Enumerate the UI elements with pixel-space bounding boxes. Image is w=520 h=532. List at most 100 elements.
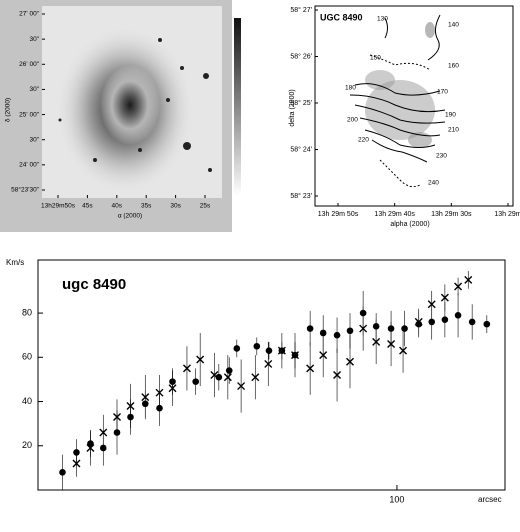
point — [182, 364, 191, 373]
x-tick-label: 13h 29m 50s — [318, 211, 359, 218]
y-tick-label: 58° 26' — [290, 52, 312, 60]
point — [99, 428, 108, 437]
y-tick-label: 30" — [29, 36, 39, 43]
point — [427, 300, 436, 309]
point — [210, 371, 219, 379]
contour-label: 190 — [445, 112, 456, 119]
y-tick-label: 58° 25' — [290, 99, 312, 107]
y-tick-label: 27' 00" — [19, 11, 40, 18]
stars — [58, 38, 212, 172]
y-tick-label: 80 — [22, 307, 32, 317]
point — [168, 384, 177, 393]
point — [319, 351, 328, 360]
y-axis-label: delta (2000) — [289, 89, 296, 126]
point — [59, 469, 66, 476]
y-tick-label: 58°23'30" — [11, 186, 40, 194]
y-tick-label: 24' 00" — [19, 162, 40, 169]
point — [113, 413, 122, 422]
x-tick-label: 13h 29m 30s — [431, 211, 472, 218]
point — [192, 378, 199, 385]
point — [277, 346, 286, 355]
plot-frame — [37, 259, 506, 491]
point — [223, 373, 232, 382]
point — [428, 318, 436, 326]
y-tick-label: 58° 27' — [290, 6, 312, 14]
y-tick-label: 58° 24' — [290, 145, 312, 153]
point — [306, 364, 315, 373]
x-tick-label: 13h 29m 40s — [374, 211, 415, 218]
point — [233, 345, 241, 352]
contour-label: 130 — [377, 16, 388, 23]
x-tick-label: 25s — [200, 203, 211, 210]
y-tick-label: 58° 23' — [290, 192, 312, 200]
x-axis-label: arcsec — [478, 495, 502, 504]
x-tick-label: 45s — [82, 203, 93, 210]
contour-label: 200 — [347, 117, 358, 124]
point — [155, 388, 164, 397]
contour-label: 140 — [448, 22, 459, 29]
contours — [349, 14, 446, 188]
y-tick-label: 40 — [22, 396, 32, 406]
x-axis-label: α (2000) — [118, 213, 142, 220]
point — [346, 357, 355, 366]
colorbar — [234, 18, 241, 196]
point — [72, 459, 81, 468]
point — [372, 337, 381, 346]
y-tick-label: 25' 00" — [19, 111, 40, 118]
point — [359, 324, 368, 333]
point — [468, 318, 476, 326]
point — [414, 317, 423, 326]
panel-title: UGC 8490 — [320, 12, 363, 22]
contour-label: 180 — [345, 85, 356, 92]
hi-blobs — [365, 22, 435, 148]
x-tick-label: 13h 29m — [494, 211, 520, 218]
point — [291, 351, 300, 360]
point — [333, 371, 342, 379]
y-axis-label: Km/s — [6, 258, 24, 267]
point — [225, 367, 233, 374]
point — [141, 393, 150, 402]
point — [265, 347, 273, 354]
x-tick-label: 40s — [112, 203, 123, 210]
y-tick-label: 20 — [22, 440, 32, 450]
point — [454, 311, 462, 319]
x-tick-label: 35s — [141, 203, 152, 210]
point — [464, 275, 473, 284]
contour-label: 160 — [448, 63, 459, 70]
point — [399, 346, 408, 355]
point — [196, 355, 205, 364]
point — [126, 401, 135, 410]
x-tick-label: 30s — [170, 203, 181, 210]
point — [86, 443, 95, 452]
point — [253, 342, 261, 350]
x-axis-label: alpha (2000) — [390, 221, 429, 228]
point — [401, 325, 408, 332]
point — [441, 316, 449, 324]
contour-label: 210 — [448, 127, 459, 134]
point — [346, 327, 354, 335]
point — [215, 373, 223, 381]
y-tick-label: 30" — [29, 136, 39, 143]
y-axis-label: δ (2000) — [5, 98, 12, 122]
y-tick-label: 30" — [29, 86, 39, 93]
y-tick-label: 26' 00" — [19, 61, 40, 68]
contour-label: 220 — [358, 137, 369, 144]
y-tick-label: 60 — [22, 352, 32, 362]
contour-label: 240 — [428, 180, 439, 187]
point — [483, 320, 491, 328]
contour-label: 230 — [436, 153, 447, 160]
x-tick-label: 100 — [389, 494, 404, 504]
point — [387, 340, 396, 349]
galaxy-core — [100, 65, 160, 145]
contour-label: 170 — [437, 89, 448, 96]
chart-title: ugc 8490 — [62, 276, 126, 293]
point — [454, 282, 463, 291]
contour-label: 150 — [370, 55, 381, 62]
point — [264, 359, 273, 368]
point — [333, 331, 341, 339]
point — [440, 293, 449, 302]
point — [306, 325, 314, 332]
x-tick-label: 13h29m50s — [41, 203, 76, 210]
